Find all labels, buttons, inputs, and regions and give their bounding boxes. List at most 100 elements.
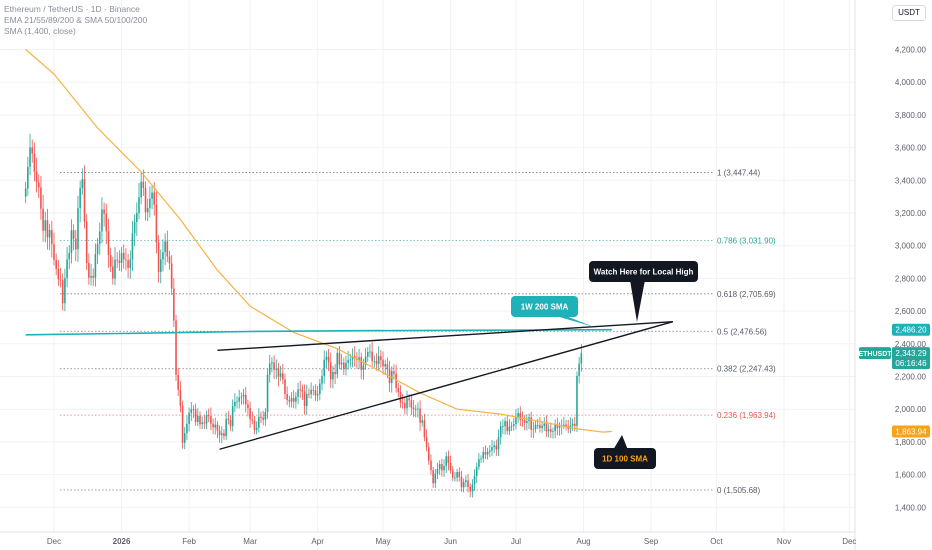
price-tick-label: 1,400.00	[895, 503, 927, 512]
candle-body	[149, 198, 151, 208]
candle-body	[526, 421, 528, 424]
candle-body	[105, 213, 108, 232]
candle-body	[404, 402, 406, 409]
candle-body	[262, 417, 264, 420]
candle-body	[508, 426, 511, 432]
candle-body	[358, 357, 360, 360]
candle-body	[447, 456, 450, 463]
candle-body	[251, 419, 254, 421]
candle-body	[552, 431, 554, 432]
candle-body	[92, 275, 95, 278]
indicator-legend-ema: EMA 21/55/89/200 & SMA 50/100/200	[4, 15, 148, 25]
candle-body	[351, 356, 354, 360]
candle-body	[220, 433, 223, 436]
candle-body	[277, 368, 280, 377]
callout-local-high	[589, 261, 698, 282]
candle-body	[166, 241, 169, 257]
price-tick-label: 2,800.00	[895, 274, 927, 283]
candle-body	[48, 230, 51, 238]
candle-body	[573, 423, 576, 426]
callout-1d-100-sma	[594, 448, 656, 469]
candle-body	[120, 252, 123, 263]
candle-body	[417, 408, 419, 410]
candle-body	[68, 252, 71, 260]
time-tick-label: Dec	[842, 537, 856, 546]
trendline	[217, 321, 673, 352]
callout-pointer	[630, 280, 645, 322]
candle-body	[77, 208, 79, 250]
candle-body	[247, 404, 249, 409]
price-axis[interactable]: 4,200.00 4,000.00 3,800.00 3,600.00 3,400.00…	[895, 46, 927, 513]
candle-body	[427, 447, 430, 461]
candle-body	[445, 456, 448, 466]
candle-body	[194, 409, 197, 422]
candle-body	[190, 409, 193, 413]
candle-body	[515, 417, 517, 425]
candle-body	[203, 422, 206, 424]
candlesticks	[24, 133, 583, 498]
candle-body	[480, 458, 482, 460]
time-axis[interactable]: Dec 2026 Feb Mar Apr May Jun Jul Aug Sep Oct Nov Dec	[47, 537, 857, 546]
candle-body	[412, 407, 415, 410]
candle-body	[478, 459, 480, 467]
currency-label[interactable]: USDT	[892, 5, 926, 21]
candle-body	[305, 393, 308, 407]
candle-body	[512, 424, 515, 426]
candle-body	[312, 389, 315, 391]
candle-body	[42, 208, 44, 231]
candle-body	[327, 356, 330, 363]
candle-body	[421, 420, 424, 423]
candle-body	[334, 371, 336, 375]
candle-body	[290, 398, 293, 402]
fib-label: 0.236 (1,963.94)	[717, 411, 776, 420]
candle-body	[502, 426, 504, 428]
callout-1w-200-sma	[511, 296, 578, 317]
candle-body	[545, 423, 548, 432]
grid	[0, 0, 856, 550]
last-price-tag	[892, 347, 930, 370]
candle-body	[456, 471, 458, 478]
price-tick-label: 3,600.00	[895, 144, 927, 153]
candle-body	[116, 259, 118, 261]
chart-title: Ethereum / TetherUS · 1D · Binance	[4, 4, 140, 14]
candle-body	[179, 389, 182, 406]
candle-body	[432, 470, 434, 484]
candle-body	[462, 481, 465, 488]
candle-body	[489, 450, 491, 452]
candle-body	[61, 280, 64, 304]
symbol-tag-text: ETHUSDT	[858, 351, 892, 358]
candle-body	[155, 204, 158, 243]
candle-body	[37, 182, 40, 188]
candle-body	[255, 427, 258, 430]
candle-body	[103, 209, 105, 214]
candle-body	[547, 429, 550, 432]
candle-body	[343, 362, 345, 370]
candle-body	[495, 445, 498, 450]
candle-body	[310, 389, 312, 395]
candle-body	[181, 405, 184, 443]
candle-body	[504, 421, 506, 427]
candle-body	[438, 463, 441, 470]
candle-body	[475, 466, 478, 477]
candle-body	[469, 487, 471, 492]
candle-body	[578, 363, 580, 377]
candle-body	[399, 392, 402, 403]
candle-body	[66, 259, 68, 279]
candle-body	[519, 412, 522, 420]
candle-body	[419, 408, 421, 423]
candle-body	[168, 256, 171, 264]
candle-body	[340, 362, 343, 365]
moving-averages	[25, 49, 612, 433]
candle-body	[207, 415, 210, 417]
candle-body	[107, 231, 110, 255]
candle-body	[225, 418, 227, 437]
candle-body	[24, 188, 27, 197]
candle-body	[308, 393, 310, 395]
candle-body	[240, 396, 243, 398]
candle-body	[325, 356, 328, 360]
candle-body	[323, 359, 325, 377]
candle-body	[493, 445, 495, 448]
candle-body	[46, 220, 49, 238]
